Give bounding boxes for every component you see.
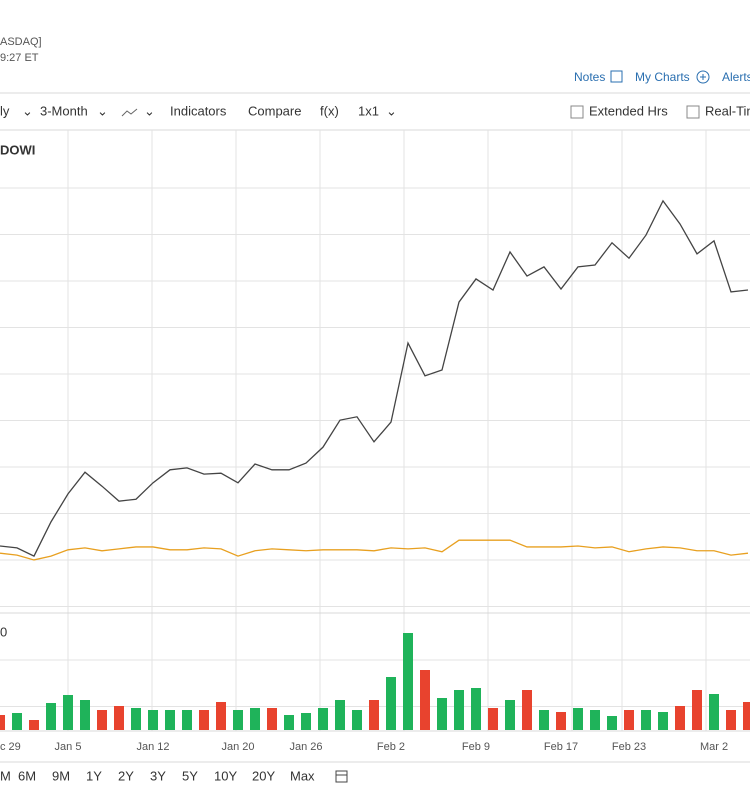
volume-bar (114, 706, 124, 730)
volume-bar (80, 700, 90, 730)
volume-bar (335, 700, 345, 730)
volume-bar (199, 710, 209, 730)
my-charts-link[interactable]: My Charts (635, 70, 690, 84)
volume-label: 0 (0, 624, 7, 639)
checkbox[interactable] (686, 105, 700, 119)
volume-bar (624, 710, 634, 730)
chevron: ⌄ (144, 103, 155, 118)
volume-bar (250, 708, 260, 730)
volume-bar (726, 710, 736, 730)
x-tick-label: Jan 26 (289, 741, 322, 753)
volume-bar (182, 710, 192, 730)
volume-bar (573, 708, 583, 730)
volume-bar (97, 710, 107, 730)
calendar-icon[interactable] (335, 770, 348, 783)
range-button[interactable]: 9M (52, 768, 70, 783)
plus (700, 74, 706, 80)
x-tick-label: Jan 12 (136, 741, 169, 753)
volume-bar (692, 690, 702, 730)
volume-bar (369, 700, 379, 730)
volume-bar (641, 710, 651, 730)
my-charts-icon (696, 70, 710, 84)
notes-icon (610, 70, 623, 83)
volume-bar (165, 710, 175, 730)
x-tick-label: Jan 5 (55, 741, 82, 753)
range-button[interactable]: 6M (18, 768, 36, 783)
volume-bar (46, 703, 56, 730)
interval[interactable]: ly (0, 103, 10, 118)
range-button[interactable]: 20Y (252, 768, 275, 783)
exchange: ASDAQ] (0, 36, 42, 48)
x-tick-label: Jan 20 (221, 741, 254, 753)
volume-bar (522, 690, 532, 730)
x-tick-label: Feb 2 (377, 741, 405, 753)
chart-style-icon[interactable] (121, 108, 138, 117)
checkbox[interactable] (570, 105, 584, 119)
volume-bar (318, 708, 328, 730)
chevron: ⌄ (22, 103, 33, 118)
volume-bar (63, 695, 73, 730)
range-button[interactable]: 3Y (150, 768, 166, 783)
notes-link[interactable]: Notes (574, 70, 605, 84)
volume-bar (590, 710, 600, 730)
grid (0, 130, 750, 731)
volume-bar (29, 720, 39, 730)
symbol: DOWI (0, 142, 35, 157)
compare[interactable]: Compare (248, 103, 301, 118)
volume-bar (437, 698, 447, 730)
volume-bar (420, 670, 430, 730)
volume-bar (488, 708, 498, 730)
layout[interactable]: 1x1 (358, 103, 379, 118)
volume-bar (454, 690, 464, 730)
range-button[interactable]: 2Y (118, 768, 134, 783)
x-tick-label: Feb 23 (612, 741, 646, 753)
volume-bar (658, 712, 668, 730)
volume-bar (0, 715, 5, 730)
chevron: ⌄ (97, 103, 108, 118)
x-tick-label: Feb 17 (544, 741, 578, 753)
period[interactable]: 3-Month (40, 103, 88, 118)
volume-bar (505, 700, 515, 730)
volume-bar (267, 708, 277, 730)
volume-bar (233, 710, 243, 730)
volume-bar (131, 708, 141, 730)
range-button[interactable]: 1Y (86, 768, 102, 783)
volume-bar (216, 702, 226, 730)
volume-bar (471, 688, 481, 730)
volume-bar (352, 710, 362, 730)
volume-bar (12, 713, 22, 730)
volume-bar (709, 694, 719, 730)
x-tick-label: Feb 9 (462, 741, 490, 753)
volume-bar (539, 710, 549, 730)
chevron: ⌄ (386, 103, 397, 118)
volume-bar (386, 677, 396, 730)
indicators[interactable]: Indicators (170, 103, 227, 118)
time: 9:27 ET (0, 52, 39, 64)
volume-bar (301, 713, 311, 730)
volume-bar (556, 712, 566, 730)
range-button[interactable]: M (0, 768, 11, 783)
range-button[interactable]: 5Y (182, 768, 198, 783)
alerts-link[interactable]: Alerts (722, 70, 750, 84)
x-tick-label: Mar 2 (700, 741, 728, 753)
volume-bar (403, 633, 413, 730)
x-tick-label: c 29 (0, 741, 21, 753)
price-line (0, 199, 749, 557)
range-button[interactable]: Max (290, 768, 315, 783)
volume-bar (607, 716, 617, 730)
volume-bar (743, 702, 750, 730)
volume-bar (284, 715, 294, 730)
volume-bar (675, 706, 685, 730)
function[interactable]: f(x) (320, 103, 339, 118)
range-button[interactable]: 10Y (214, 768, 237, 783)
volume-bar (148, 710, 158, 730)
extended-hours[interactable]: Extended Hrs (589, 103, 668, 118)
price-line (0, 539, 749, 561)
real-time[interactable]: Real-Tim (705, 103, 750, 118)
